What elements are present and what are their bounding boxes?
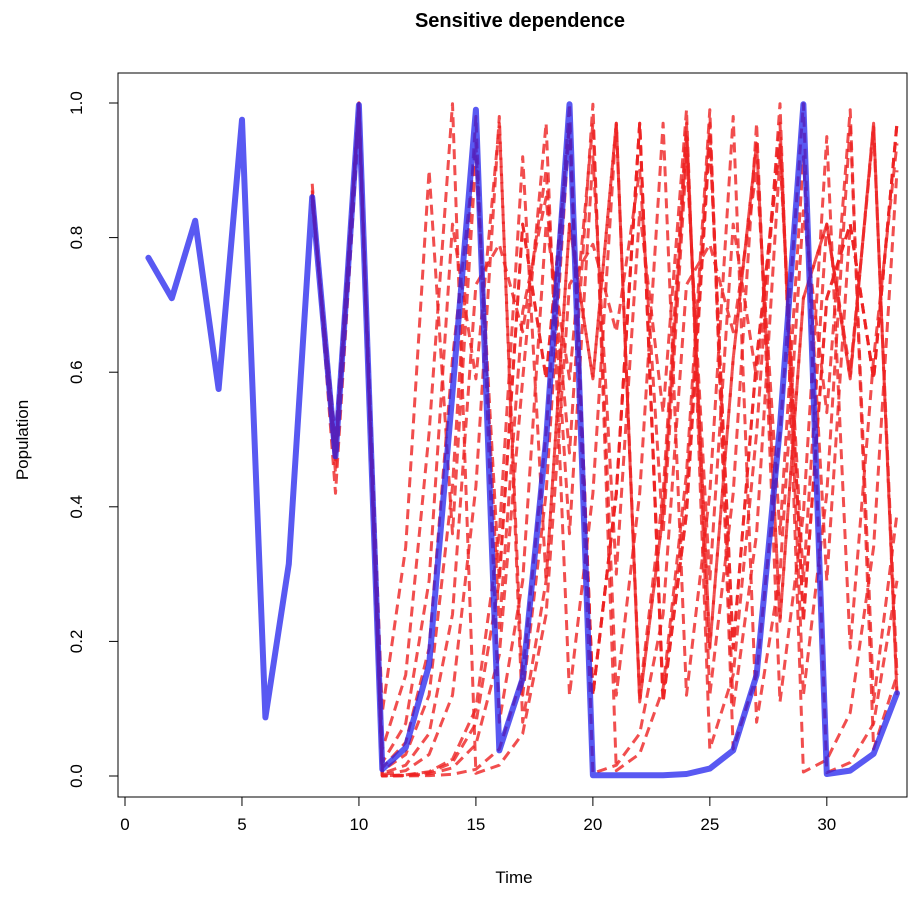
sensitive-series-line-11	[310, 101, 899, 778]
y-tick-label: 0.4	[67, 495, 86, 519]
sensitive-series-line-7	[310, 101, 899, 777]
x-tick-label: 10	[349, 815, 368, 834]
x-axis: 0 5 10 15 20 25 30	[120, 796, 836, 834]
main-series-group	[145, 101, 900, 779]
x-tick-label: 30	[817, 815, 836, 834]
y-tick-label: 1.0	[67, 91, 86, 115]
sensitive-series-group	[310, 101, 899, 778]
y-tick-label: 0.0	[67, 764, 86, 788]
x-tick-label: 15	[466, 815, 485, 834]
x-tick-label: 25	[700, 815, 719, 834]
y-tick-label: 0.2	[67, 630, 86, 654]
y-tick-label: 0.6	[67, 360, 86, 384]
y-axis: 0.0 0.2 0.4 0.6 0.8 1.0	[67, 91, 119, 788]
y-tick-label: 0.8	[67, 226, 86, 250]
chart-title: Sensitive dependence	[415, 10, 625, 32]
x-tick-label: 0	[120, 815, 129, 834]
x-axis-label: Time	[495, 868, 532, 887]
y-axis-label: Population	[13, 400, 32, 480]
x-tick-label: 5	[237, 815, 246, 834]
sensitive-series-line-3	[310, 102, 899, 775]
x-tick-label: 20	[583, 815, 602, 834]
